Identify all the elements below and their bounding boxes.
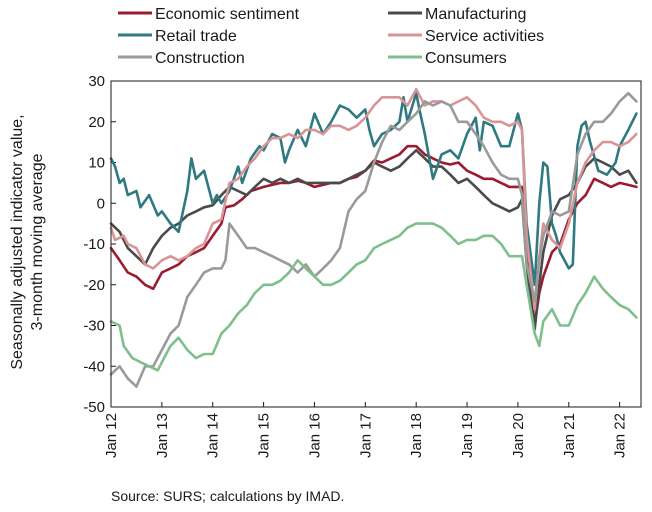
y-tick-label: 0 xyxy=(97,195,105,212)
y-tick-label: -10 xyxy=(83,236,105,253)
legend: Economic sentiment Manufacturing Retail tr… xyxy=(118,6,544,67)
source-note: Source: SURS; calculations by IMAD. xyxy=(111,488,345,504)
legend-label: Retail trade xyxy=(155,28,237,45)
x-tick-label: Jan 21 xyxy=(561,413,578,458)
legend-label: Economic sentiment xyxy=(155,6,300,23)
y-tick-label: -40 xyxy=(83,358,105,375)
x-tick-label: Jan 12 xyxy=(103,413,120,458)
series-line-service-activities xyxy=(109,87,638,311)
series-line-consumers xyxy=(109,222,638,372)
x-tick-label: Jan 13 xyxy=(154,413,171,458)
y-axis-label-line2: 3-month moving average xyxy=(29,153,46,330)
legend-label: Service activities xyxy=(425,28,544,45)
x-tick-label: Jan 19 xyxy=(459,413,476,458)
y-tick-label: -50 xyxy=(83,399,105,416)
y-axis: 30 20 10 0 -10 -20 -30 -40 -50 xyxy=(83,73,116,416)
x-tick-label: Jan 22 xyxy=(612,413,629,458)
plot-frame xyxy=(110,80,642,408)
legend-label: Manufacturing xyxy=(425,6,526,23)
series-line-retail-trade xyxy=(109,91,638,287)
series-line-economic-sentiment xyxy=(109,144,638,327)
x-tick-label: Jan 20 xyxy=(510,413,527,458)
x-tick-label: Jan 14 xyxy=(205,413,222,458)
y-axis-label: Seasonally adjusted indicator value, xyxy=(9,114,26,369)
y-tick-label: -20 xyxy=(83,277,105,294)
y-tick-label: 10 xyxy=(88,155,105,172)
series-line-construction xyxy=(109,91,638,388)
legend-label: Consumers xyxy=(425,50,507,67)
x-tick-label: Jan 15 xyxy=(256,413,273,458)
x-tick-label: Jan 18 xyxy=(408,413,425,458)
x-axis: Jan 12 Jan 13 Jan 14 Jan 15 Jan 16 Jan 17 Jan … xyxy=(103,402,629,458)
legend-label: Construction xyxy=(155,50,245,67)
y-tick-label: -30 xyxy=(83,318,105,335)
series-line-manufacturing xyxy=(109,149,638,331)
y-tick-label: 30 xyxy=(88,73,105,90)
y-tick-label: 20 xyxy=(88,114,105,131)
series-lines xyxy=(109,87,638,388)
x-tick-label: Jan 16 xyxy=(306,413,323,458)
x-tick-label: Jan 17 xyxy=(357,413,374,458)
